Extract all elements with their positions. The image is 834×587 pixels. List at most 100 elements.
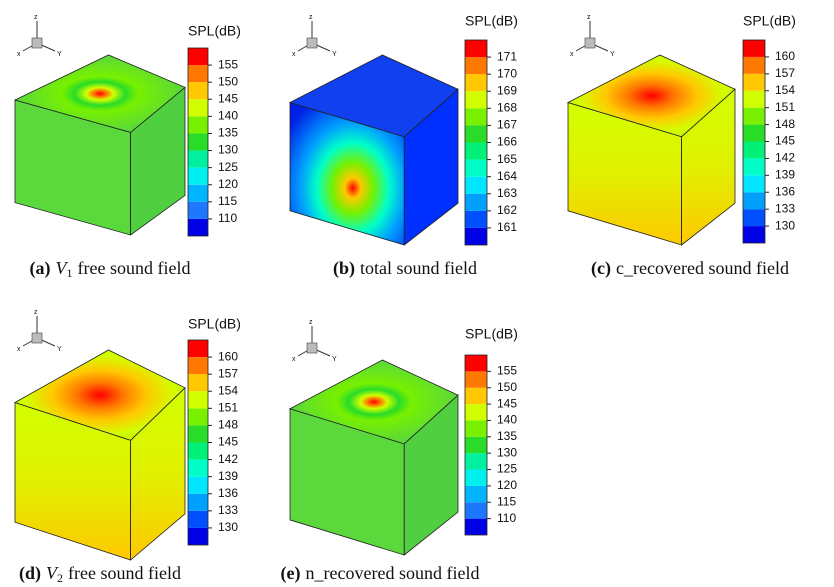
colorbar-tick-label: 110 (218, 211, 237, 225)
triad-label: x (292, 51, 296, 58)
colorbar-band (743, 125, 765, 142)
triad-label: x (570, 51, 574, 58)
figure: z x Y SPL(dB) 155 150 145 140 135 130 125 120 115 110… (0, 0, 834, 587)
colorbar-band (188, 116, 208, 133)
triad-label: z (587, 14, 591, 21)
triad-label: Y (332, 356, 337, 363)
colorbar-band (465, 40, 487, 57)
caption-label: (a) (30, 258, 51, 279)
colorbar-tick-label: 135 (218, 126, 238, 140)
colorbar-band (465, 160, 487, 177)
colorbar-tick-label: 150 (497, 380, 517, 394)
colorbar-tick-label: 145 (218, 435, 238, 449)
colorbar-band (465, 486, 487, 502)
colorbar-band (465, 453, 487, 469)
caption-label: (d) (19, 563, 41, 584)
triad-box (32, 333, 42, 343)
colorbar-band (465, 91, 487, 108)
colorbar-tick-label: 139 (775, 168, 795, 182)
colorbar-tick-label: 115 (218, 194, 237, 208)
colorbar-tick-label: 155 (497, 364, 517, 378)
caption-text: n_recovered sound field (306, 563, 480, 583)
colorbar-band (465, 211, 487, 228)
caption-label: (c) (591, 258, 611, 279)
colorbar-band (188, 528, 208, 545)
colorbar-tick-label: 145 (497, 396, 517, 410)
colorbar-tick-label: 140 (218, 109, 238, 123)
colorbar-band (465, 437, 487, 453)
colorbar-tick-label: 130 (218, 520, 238, 534)
caption-label: (e) (281, 563, 301, 584)
colorbar-tick-label: 125 (497, 462, 517, 476)
colorbar-band (465, 57, 487, 74)
colorbar-band (465, 404, 487, 420)
colorbar-tick-label: 133 (775, 201, 795, 215)
colorbar-band (743, 226, 765, 243)
colorbar-tick-label: 171 (497, 49, 517, 63)
colorbar-tick-label: 136 (775, 184, 795, 198)
colorbar-band (465, 371, 487, 387)
colorbar-band (188, 340, 208, 357)
colorbar-tick-label: 157 (218, 366, 238, 380)
caption-subscript: 1 (67, 266, 73, 280)
triad-box (307, 38, 317, 48)
colorbar-title: SPL(dB) (465, 13, 518, 29)
colorbar-band (465, 502, 487, 518)
colorbar-band (465, 125, 487, 142)
colorbar-tick-label: 148 (218, 418, 238, 432)
colorbar-band (188, 133, 208, 150)
colorbar-band (188, 357, 208, 374)
colorbar-tick-label: 170 (497, 66, 517, 80)
colorbar-tick-label: 135 (497, 429, 517, 443)
colorbar-tick-label: 133 (218, 503, 238, 517)
colorbar-band (465, 420, 487, 436)
caption-text: free sound field (68, 563, 181, 583)
colorbar-title: SPL(dB) (188, 23, 241, 39)
colorbar-band (465, 355, 487, 371)
colorbar-tick-label: 167 (497, 118, 517, 132)
colorbar-band (743, 158, 765, 175)
colorbar-tick-label: 120 (218, 177, 238, 191)
colorbar-band (743, 142, 765, 159)
caption-text: free sound field (78, 258, 191, 278)
colorbar-band (465, 194, 487, 211)
triad-label: x (17, 346, 21, 353)
colorbar-tick-label: 166 (497, 135, 517, 149)
colorbar-band (188, 443, 208, 460)
colorbar-band (188, 477, 208, 494)
colorbar-band (743, 74, 765, 91)
colorbar-band (465, 470, 487, 486)
colorbar-band (188, 82, 208, 99)
caption-label: (b) (333, 258, 355, 279)
colorbar-title: SPL(dB) (188, 316, 241, 332)
colorbar-band (743, 192, 765, 209)
triad-label: x (292, 356, 296, 363)
colorbar-tick-label: 125 (218, 160, 238, 174)
colorbar-band (188, 511, 208, 528)
colorbar-tick-label: 155 (218, 57, 238, 71)
colorbar-band (188, 48, 208, 65)
colorbar-tick-label: 160 (218, 349, 238, 363)
colorbar-tick-label: 160 (775, 49, 795, 63)
caption: (c)c_recovered sound field (591, 258, 789, 279)
colorbar-tick-label: 162 (497, 203, 517, 217)
caption-text: total sound field (360, 258, 477, 278)
triad-label: Y (332, 51, 337, 58)
triad-box (585, 38, 595, 48)
colorbar-tick-label: 130 (775, 218, 795, 232)
colorbar-band (188, 219, 208, 236)
caption: (e)n_recovered sound field (281, 563, 480, 584)
colorbar-tick-label: 169 (497, 83, 517, 97)
triad-label: z (309, 319, 313, 326)
colorbar-band (743, 57, 765, 74)
colorbar-band (743, 91, 765, 108)
colorbar-band (743, 108, 765, 125)
colorbar-tick-label: 148 (775, 117, 795, 131)
colorbar-band (188, 460, 208, 477)
colorbar-tick-label: 145 (775, 134, 795, 148)
colorbar-tick-label: 140 (497, 413, 517, 427)
colorbar-tick-label: 151 (218, 401, 238, 415)
